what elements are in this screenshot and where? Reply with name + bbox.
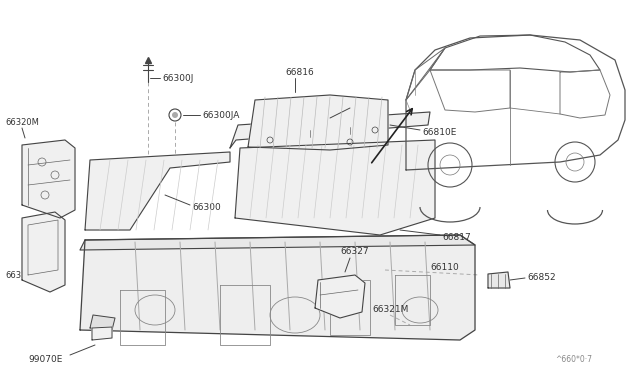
Text: 99070E: 99070E (28, 356, 62, 365)
Polygon shape (80, 235, 475, 340)
Text: 66300J: 66300J (162, 74, 193, 83)
Text: 66326: 66326 (5, 270, 32, 279)
Text: 66817: 66817 (442, 232, 471, 241)
Polygon shape (92, 327, 112, 340)
Polygon shape (85, 152, 230, 230)
Text: 66321M: 66321M (372, 305, 408, 314)
Polygon shape (90, 315, 115, 330)
Polygon shape (235, 140, 435, 235)
Polygon shape (315, 275, 365, 318)
Text: 66822: 66822 (320, 99, 349, 109)
Text: 66816: 66816 (285, 67, 314, 77)
Text: 66810E: 66810E (422, 128, 456, 137)
Text: 66300JA: 66300JA (202, 110, 239, 119)
Text: 66300: 66300 (192, 202, 221, 212)
Polygon shape (488, 272, 510, 288)
Polygon shape (22, 212, 65, 292)
Polygon shape (80, 235, 475, 250)
Text: 66327: 66327 (340, 247, 369, 257)
Polygon shape (22, 140, 75, 218)
Circle shape (172, 112, 178, 118)
Text: 66320M: 66320M (5, 118, 39, 126)
Text: 66852: 66852 (527, 273, 556, 282)
Text: 66110: 66110 (430, 263, 459, 272)
Text: ^660*0·7: ^660*0·7 (555, 356, 592, 365)
Polygon shape (230, 112, 430, 148)
Polygon shape (248, 95, 388, 150)
